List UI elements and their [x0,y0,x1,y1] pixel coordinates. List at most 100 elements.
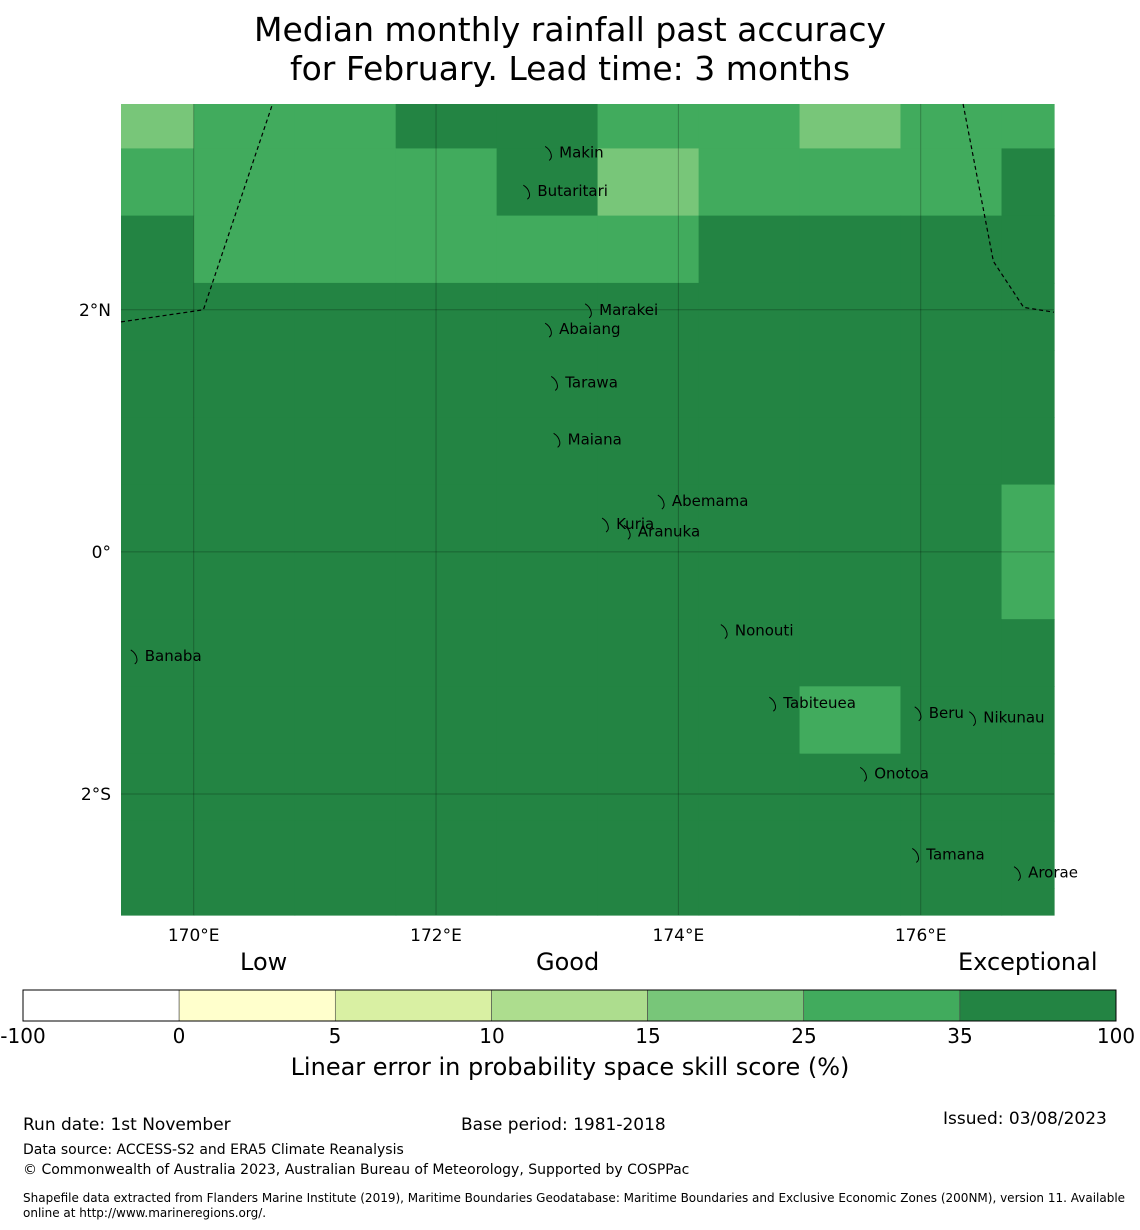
island-shape [720,624,728,639]
grid-cell [395,551,498,620]
grid-cell [1001,215,1055,284]
grid-cell [121,551,195,620]
grid-cell [597,484,700,553]
island-shape [914,706,922,722]
grid-cell [900,215,1003,284]
island-label: Makin [559,143,604,161]
grid-cell [395,350,498,418]
grid-cell [294,484,397,553]
grid-cell [698,417,801,486]
grid-cell [496,619,599,687]
lon-tick-label: 176°E [895,926,947,946]
legend-category-low: Low [240,948,288,976]
lon-tick-label: 174°E [653,926,705,946]
grid-cell [395,619,498,687]
grid-cell [395,484,498,553]
grid-cell [294,350,397,418]
grid-cell [698,484,801,553]
data-source: Data source: ACCESS-S2 and ERA5 Climate … [23,1142,404,1158]
island-shape [544,322,552,338]
grid-cell [1001,619,1055,687]
grid-cell [1001,820,1055,889]
grid-cell [1001,888,1055,916]
grid-cell [121,484,195,553]
colorbar-tick: 10 [479,1024,505,1048]
island-label: Maiana [568,430,622,448]
grid-cell [294,619,397,687]
grid-cell [193,820,296,889]
grid-cell [1001,753,1055,822]
colorbar-segment [491,989,648,1022]
grid-cell [698,820,801,889]
lat-tick-label: 2°N [79,301,111,321]
grid-cell [496,888,599,916]
colorbar-tick: -100 [0,1024,46,1048]
grid-cell [193,350,296,418]
grid-cell [193,888,296,916]
grid-cell [698,888,801,916]
grid-cell [698,619,801,687]
grid-cell [799,888,902,916]
grid-cell [698,148,801,217]
grid-cell [799,820,902,889]
grid-cell [799,753,902,822]
colorbar-outline [22,989,1117,1022]
grid-cell [900,888,1003,916]
colorbar-tick: 0 [172,1024,186,1048]
island-label: Abaiang [559,320,620,338]
grid-cell [698,753,801,822]
colorbar-segment [959,989,1117,1022]
island-shape [130,649,138,665]
axis-tick-labels: 170°E 172°E 174°E 176°E 2°N 0° 2°S [79,301,947,946]
grid-cell [799,417,902,486]
grid-cell [900,551,1003,620]
grid-cell [799,148,902,217]
grid-cell [496,484,599,553]
grid-cell [799,282,902,351]
grid-cell [1001,350,1055,418]
grid-cell [597,753,700,822]
colorbar-segment [178,989,336,1022]
grid-cell [900,753,1003,822]
base-period: Base period: 1981-2018 [461,1115,666,1135]
grid-cell [121,619,195,687]
grid-cell [597,350,700,418]
island-shape [968,711,976,727]
colorbar-segment [647,989,805,1022]
run-date: Run date: 1st November [23,1115,231,1135]
grid-cell [294,753,397,822]
grid-cell [496,104,599,150]
grid-cell [395,282,498,351]
grid-cell [395,215,498,284]
grid-cell [698,350,801,418]
lat-tick-label: 2°S [81,785,111,805]
grid-cell [193,619,296,687]
grid-cell [900,417,1003,486]
colorbar-segment [22,989,180,1022]
grid-cell [121,753,195,822]
island-shape [623,524,631,540]
grid-cell [597,417,700,486]
grid-cell [121,350,195,418]
island-label: Tamana [925,845,984,863]
grid-cell [698,104,801,150]
grid-cell [1001,104,1055,150]
lat-tick-label: 0° [92,543,111,563]
grid-cell [496,753,599,822]
grid-cell [496,282,599,351]
grid-cell [294,417,397,486]
grid-cell [1001,551,1055,620]
copyright: © Commonwealth of Australia 2023, Austra… [23,1162,690,1178]
grid-cell [698,551,801,620]
island-shape [523,184,531,200]
grid-cell [496,551,599,620]
grid-cell [597,282,700,351]
grid-cell [698,282,801,351]
grid-cell [121,148,195,217]
colorbar [22,989,1117,1022]
colorbar-tick: 35 [947,1024,973,1048]
grid-cell [597,820,700,889]
colorbar-tick: 100 [1096,1024,1136,1048]
island-label: Nonouti [735,622,794,640]
